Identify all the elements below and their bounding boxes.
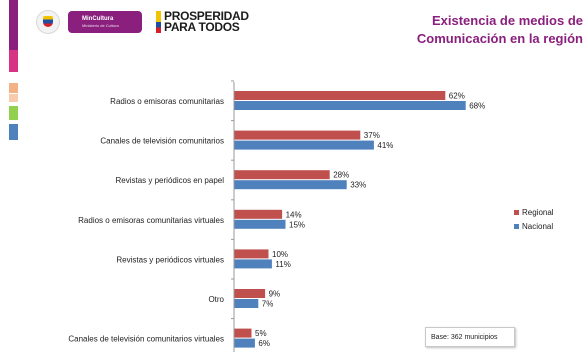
header-logos: MinCultura Ministerio de Cultura PROSPER… <box>36 8 249 36</box>
bar-nacional <box>234 140 374 150</box>
strip-segment-blue <box>9 124 18 140</box>
data-label-regional: 28% <box>333 171 349 180</box>
bar-regional <box>234 249 269 259</box>
bar-regional <box>234 209 283 219</box>
data-label-nacional: 6% <box>258 339 270 348</box>
data-label-regional: 62% <box>449 92 465 101</box>
data-label-regional: 9% <box>269 290 281 299</box>
category-label: Radios o emisoras comunitarias <box>110 97 224 106</box>
legend-label-nacional: Nacional <box>522 222 553 231</box>
data-label-regional: 5% <box>255 329 267 338</box>
bar-nacional <box>234 219 286 229</box>
legend-label-regional: Regional <box>522 208 554 217</box>
data-label-regional: 10% <box>272 250 288 259</box>
bar-nacional <box>234 299 259 308</box>
bar-regional <box>234 130 361 140</box>
bar-nacional <box>234 338 255 348</box>
category-label: Otro <box>208 295 224 304</box>
data-label-nacional: 11% <box>275 260 290 269</box>
bar-regional <box>234 289 266 298</box>
strip-segment-purple <box>9 0 18 50</box>
colombia-seal-icon <box>36 10 60 34</box>
category-label: Radios o emisoras comunitarias virtuales <box>78 216 224 225</box>
prosperidad-logo: PROSPERIDAD PARA TODOS <box>156 10 249 33</box>
strip-segment-green <box>9 106 18 120</box>
mincultura-logo: MinCultura Ministerio de Cultura <box>68 11 142 33</box>
data-label-nacional: 68% <box>469 102 485 111</box>
legend-swatch-nacional <box>514 224 519 229</box>
data-label-nacional: 7% <box>262 300 274 309</box>
data-label-nacional: 33% <box>350 181 366 190</box>
bar-regional <box>234 328 252 338</box>
data-label-nacional: 41% <box>377 141 393 150</box>
bar-regional <box>234 170 330 180</box>
data-label-regional: 14% <box>286 210 302 219</box>
base-note: Base: 362 municipios <box>425 327 515 347</box>
data-label-nacional: 15% <box>289 220 305 229</box>
page-title: Existencia de medios de Comunicación en … <box>416 13 583 46</box>
bar-nacional <box>234 259 272 269</box>
category-label: Canales de televisión comunitarios virtu… <box>68 335 224 344</box>
strip-segment-magenta <box>9 50 18 72</box>
bar-nacional <box>234 180 347 190</box>
flag-stripe-icon <box>156 11 161 33</box>
legend-swatch-regional <box>514 210 519 215</box>
category-label: Canales de televisión comunitarios <box>100 137 224 146</box>
data-label-regional: 37% <box>364 131 380 140</box>
bar-nacional <box>234 101 466 110</box>
bar-regional <box>234 91 446 100</box>
strip-segment-peach-light <box>9 94 18 102</box>
category-label: Revistas y periódicos virtuales <box>116 255 224 264</box>
strip-segment-peach <box>9 83 18 93</box>
category-label: Revistas y periódicos en papel <box>115 176 224 185</box>
